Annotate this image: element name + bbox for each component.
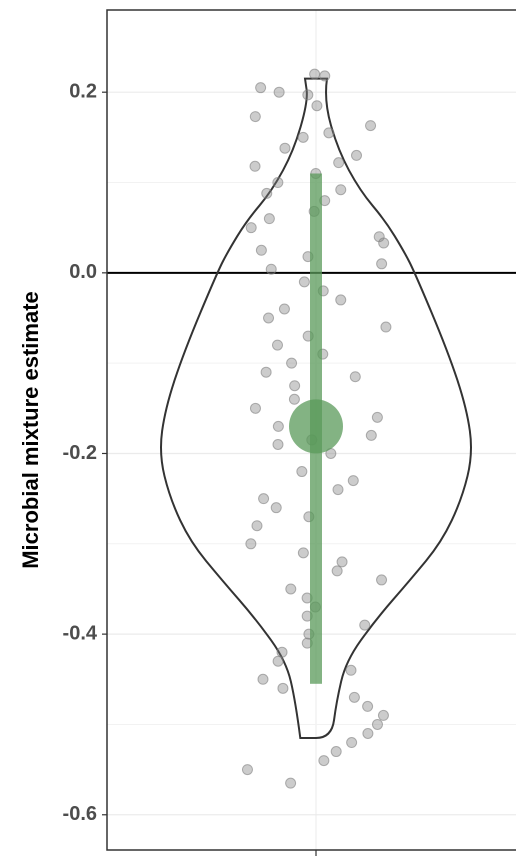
data-point [362, 700, 374, 712]
data-point [285, 583, 297, 595]
data-point [346, 737, 358, 749]
y-tick-label: 0.2 [69, 80, 97, 102]
data-point [249, 402, 261, 414]
data-point [365, 429, 377, 441]
data-point [376, 258, 388, 270]
y-tick-label: -0.2 [63, 442, 97, 464]
data-point [309, 68, 321, 80]
data-point [332, 484, 344, 496]
data-point [296, 466, 308, 478]
data-point [277, 682, 289, 694]
data-point [249, 160, 261, 172]
y-tick-label: -0.4 [63, 622, 98, 644]
violin [159, 77, 473, 739]
data-point [260, 366, 272, 378]
data-point [272, 177, 284, 189]
data-point [378, 237, 390, 249]
data-point [365, 120, 377, 132]
data-point [255, 244, 267, 256]
data-point [249, 111, 261, 123]
data-point [263, 213, 275, 225]
data-point [351, 149, 363, 161]
data-point [362, 727, 374, 739]
data-point [258, 493, 270, 505]
data-point [348, 691, 360, 703]
data-point [251, 520, 263, 532]
data-point [272, 438, 284, 450]
data-point [331, 565, 343, 577]
data-point [335, 184, 347, 196]
data-point [263, 312, 275, 324]
panel-border [106, 9, 516, 851]
data-point [318, 755, 330, 767]
y-tick-label: -0.6 [63, 803, 97, 825]
data-point [278, 303, 290, 315]
data-point [377, 709, 389, 721]
data-point [297, 547, 309, 559]
data-point [286, 357, 298, 369]
data-point [279, 142, 291, 154]
data-point [359, 619, 371, 631]
data-point [330, 746, 342, 758]
data-point [288, 393, 300, 405]
data-point [335, 294, 347, 306]
data-point [347, 475, 359, 487]
data-point [272, 420, 284, 432]
data-point [270, 502, 282, 514]
point-estimate [289, 399, 343, 454]
data-point [265, 263, 277, 275]
data-point [285, 777, 297, 789]
data-point [371, 718, 383, 730]
data-point [302, 89, 314, 101]
data-point [319, 70, 331, 82]
data-point [333, 157, 345, 169]
data-point [241, 764, 253, 776]
data-point [371, 411, 383, 423]
data-point [345, 664, 357, 676]
data-point [311, 100, 323, 112]
data-point [297, 131, 309, 143]
data-point [323, 127, 335, 139]
data-point [255, 82, 267, 94]
data-point [245, 538, 257, 550]
data-point [272, 655, 284, 667]
data-point [257, 673, 269, 685]
data-point [289, 380, 301, 392]
data-point [271, 339, 283, 351]
y-axis-title: Microbial mixture estimate [18, 291, 43, 569]
data-point [298, 276, 310, 288]
y-tick-label: 0.0 [69, 261, 97, 283]
data-point [336, 556, 348, 568]
data-point [261, 187, 273, 199]
data-point [376, 574, 388, 586]
data-point [380, 321, 392, 333]
data-point [245, 222, 257, 234]
data-point [276, 646, 288, 658]
data-point [349, 371, 361, 383]
data-point [273, 86, 285, 98]
